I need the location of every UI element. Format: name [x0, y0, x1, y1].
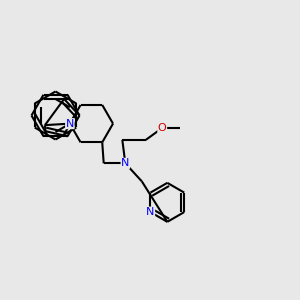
Text: N: N	[146, 207, 154, 217]
Text: O: O	[158, 123, 167, 133]
Text: N: N	[66, 118, 74, 129]
Text: N: N	[121, 158, 130, 168]
